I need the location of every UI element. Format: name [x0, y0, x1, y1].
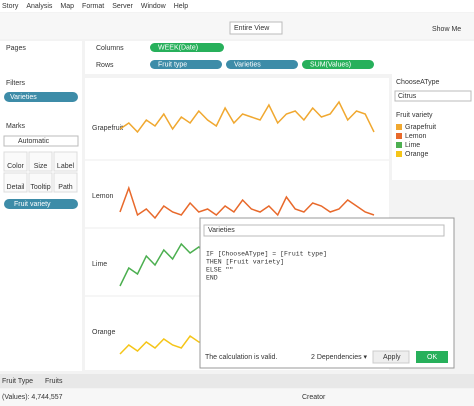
mark-button-label: Size: [34, 163, 48, 170]
menu-item[interactable]: Story: [2, 3, 19, 10]
code-line: IF [ChooseAType] = [Fruit type]: [206, 251, 327, 258]
row-label: Lemon: [92, 193, 114, 200]
legend-swatch: [396, 133, 402, 139]
code-line: THEN [Fruit variety]: [206, 259, 284, 266]
legend-swatch: [396, 151, 402, 157]
mark-button[interactable]: [28, 151, 53, 172]
menu-item[interactable]: Help: [174, 3, 189, 10]
apply-label: Apply: [383, 354, 401, 361]
status-user: Creator: [302, 394, 326, 401]
legend-swatch: [396, 142, 402, 148]
mark-button-label: Path: [58, 184, 73, 191]
menu-item[interactable]: Map: [60, 3, 74, 10]
sheet-tab[interactable]: Fruit Type: [2, 378, 33, 385]
mark-button-label: Label: [57, 163, 75, 170]
pages-title: Pages: [6, 45, 26, 52]
parameter-input[interactable]: [394, 90, 472, 102]
dependencies[interactable]: 2 Dependencies ▾: [311, 354, 368, 361]
sheet-tab[interactable]: Fruits: [45, 378, 63, 385]
status-summary: (Values): 4,744,557: [2, 394, 63, 401]
shelf-pill-label: SUM(Values): [310, 61, 351, 68]
calc-status: The calculation is valid.: [205, 354, 277, 361]
mark-button[interactable]: [53, 151, 78, 172]
filter-pill-label: Varieties: [10, 94, 37, 101]
mark-type[interactable]: [3, 135, 79, 147]
shelf-pill-label: Varieties: [234, 61, 261, 68]
shelf-pill[interactable]: [150, 43, 224, 52]
menu-item[interactable]: Window: [141, 3, 167, 10]
mark-button[interactable]: [53, 172, 78, 193]
filters-title: Filters: [6, 80, 26, 87]
shelf-pill[interactable]: [226, 60, 298, 69]
row-label: Grapefruit: [92, 125, 123, 132]
shelves: [85, 41, 474, 74]
shelf-pill[interactable]: [150, 60, 222, 69]
mark-button[interactable]: [3, 172, 28, 193]
legend-label: Lemon: [405, 133, 427, 140]
menu-item[interactable]: Format: [82, 3, 104, 10]
menu-item[interactable]: Analysis: [26, 3, 53, 10]
calc-name-field[interactable]: [203, 224, 445, 237]
parameter-title: ChooseAType: [396, 79, 440, 86]
menu-item[interactable]: Server: [112, 3, 133, 10]
ok-label: OK: [427, 354, 437, 361]
ok-button[interactable]: [416, 351, 448, 363]
legend-title: Fruit variety: [396, 112, 433, 119]
shelf-pill[interactable]: [302, 60, 374, 69]
legend-swatch: [396, 124, 402, 130]
view-dropdown[interactable]: [229, 21, 283, 35]
code-line: ELSE "": [206, 267, 233, 274]
row-label: Orange: [92, 329, 115, 336]
legend-label: Grapefruit: [405, 124, 436, 131]
legend-label: Orange: [405, 151, 428, 158]
row-label: Lime: [92, 261, 107, 268]
mark-button[interactable]: [28, 172, 53, 193]
tab-bar: [0, 374, 474, 388]
marks-title: Marks: [6, 123, 26, 130]
mark-button-label: Detail: [7, 184, 25, 191]
show-me[interactable]: Show Me: [432, 26, 461, 33]
series-line: [119, 185, 375, 220]
rows-label: Rows: [96, 62, 114, 69]
calc-name: Varieties: [208, 227, 235, 234]
shelf-pill-label: Fruit type: [158, 61, 187, 68]
menu-bar: [0, 0, 474, 12]
mark-type-label: Automatic: [18, 138, 50, 145]
mark-button[interactable]: [3, 151, 28, 172]
columns-label: Columns: [96, 45, 124, 52]
series-line: [119, 100, 375, 134]
mark-pill-label: Fruit variety: [14, 201, 51, 208]
view-label: Entire View: [234, 25, 270, 32]
code-line: END: [206, 275, 218, 282]
shelf-pill-label: WEEK(Date): [158, 44, 198, 51]
apply-button[interactable]: [372, 350, 410, 364]
legend-label: Lime: [405, 142, 420, 149]
mark-button-label: Tooltip: [30, 184, 50, 191]
mark-button-label: Color: [7, 163, 24, 170]
status-bar: [0, 389, 474, 406]
mark-pill[interactable]: [4, 199, 78, 209]
parameter-value: Citrus: [398, 93, 417, 100]
filter-pill[interactable]: [4, 92, 78, 102]
calc-dialog: [199, 217, 455, 369]
